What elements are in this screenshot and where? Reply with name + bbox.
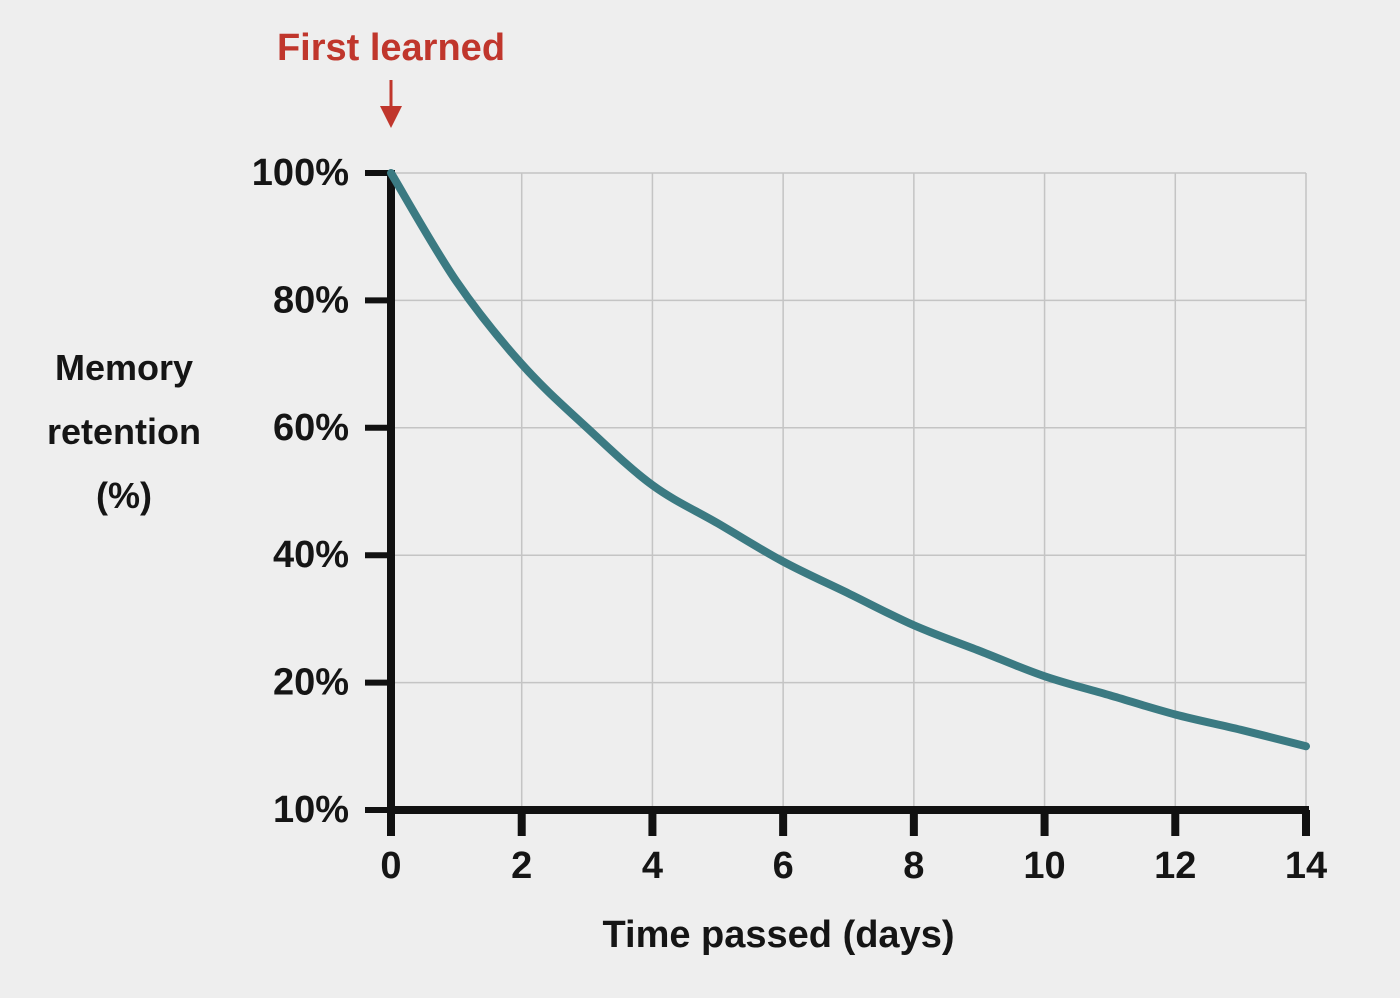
- x-tick-label: 14: [1285, 845, 1327, 887]
- x-tick-label: 6: [773, 845, 794, 887]
- x-tick-label: 2: [511, 845, 532, 887]
- x-axis-label: Time passed (days): [602, 914, 954, 956]
- y-tick-label: 80%: [273, 279, 349, 321]
- y-axis-label: Memory retention (%): [46, 347, 201, 516]
- annotation-arrowhead: [380, 106, 402, 128]
- x-tick-label: 12: [1154, 845, 1196, 887]
- y-tick-label: 20%: [273, 662, 349, 704]
- y-tick-label: 10%: [273, 789, 349, 831]
- x-tick-label: 8: [903, 845, 924, 887]
- y-tick-label: 100%: [252, 152, 349, 194]
- x-tick-label: 4: [642, 845, 663, 887]
- y-tick-label: 60%: [273, 407, 349, 449]
- x-tick-label: 0: [380, 845, 401, 887]
- x-tick-label: 10: [1023, 845, 1065, 887]
- line: [387, 169, 1310, 751]
- y-tick-label: 40%: [273, 534, 349, 576]
- annotation-text: First learned: [277, 27, 505, 69]
